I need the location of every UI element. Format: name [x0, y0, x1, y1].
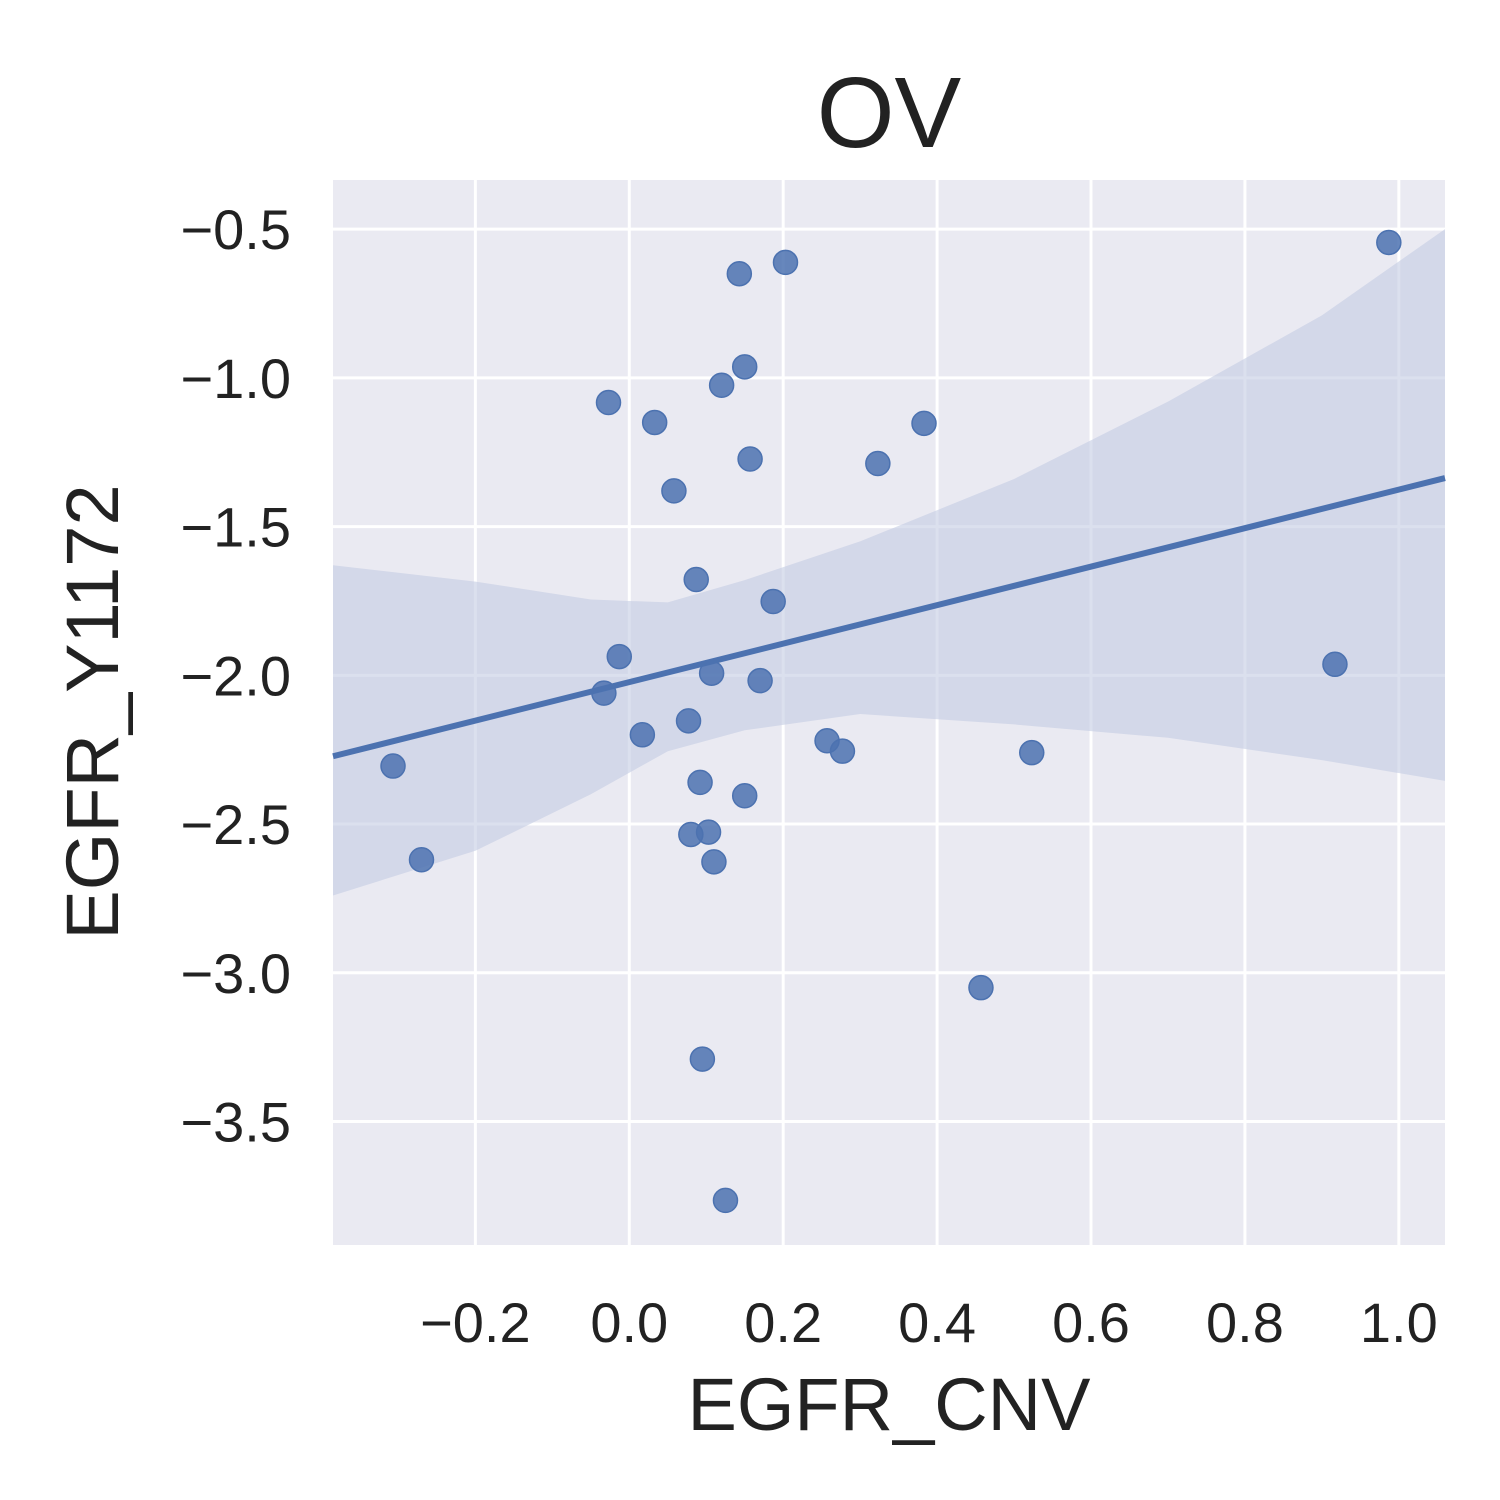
x-tick-label: 0.0 — [590, 1291, 668, 1354]
data-points — [380, 229, 1402, 1214]
data-point — [641, 409, 668, 436]
x-tick-label: 0.6 — [1052, 1291, 1130, 1354]
data-point — [731, 783, 758, 809]
data-point — [1376, 229, 1402, 256]
y-tick-label: −2.0 — [180, 644, 291, 707]
y-axis-label: EGFR_Y1172 — [51, 484, 134, 939]
data-point — [712, 1187, 739, 1214]
y-tick-label: −3.0 — [180, 942, 291, 1005]
data-point — [737, 446, 763, 472]
regression-line — [332, 475, 1446, 760]
data-point — [726, 260, 753, 287]
data-point — [1019, 739, 1045, 766]
x-tick-label: 1.0 — [1360, 1291, 1438, 1354]
data-point — [760, 588, 786, 615]
x-tick-labels: −0.2 0.0 0.2 0.4 0.6 0.8 1.0 — [420, 1291, 1438, 1354]
data-point — [408, 847, 435, 873]
confidence-band — [333, 229, 1445, 896]
data-point — [708, 372, 735, 399]
data-point — [968, 974, 994, 1001]
data-point — [380, 753, 406, 779]
data-point — [829, 738, 856, 764]
data-point — [689, 1046, 716, 1072]
y-tick-label: −2.5 — [180, 793, 291, 856]
data-point — [731, 354, 758, 380]
data-point — [595, 389, 622, 416]
data-point — [678, 821, 704, 848]
data-point — [747, 667, 773, 694]
chart-title: OV — [817, 57, 962, 169]
data-point — [772, 249, 799, 276]
data-point — [911, 410, 937, 437]
y-tick-label: −0.5 — [180, 198, 291, 261]
data-point — [865, 450, 891, 477]
data-point — [591, 680, 617, 706]
data-point — [698, 660, 725, 686]
data-point — [683, 566, 709, 593]
data-point — [687, 769, 713, 796]
x-tick-label: −0.2 — [420, 1291, 531, 1354]
x-tick-label: 0.8 — [1206, 1291, 1284, 1354]
y-tick-labels: −0.5 −1.0 −1.5 −2.0 −2.5 −3.0 −3.5 — [180, 198, 291, 1153]
y-tick-label: −3.5 — [180, 1091, 291, 1154]
x-tick-label: 0.2 — [744, 1291, 822, 1354]
data-point — [1322, 651, 1348, 678]
data-point — [701, 849, 727, 875]
data-point — [675, 708, 702, 734]
y-tick-label: −1.5 — [180, 496, 291, 559]
x-axis-label: EGFR_CNV — [688, 1363, 1092, 1446]
x-tick-label: 0.4 — [898, 1291, 976, 1354]
data-point — [629, 722, 656, 748]
y-tick-label: −1.0 — [180, 347, 291, 410]
data-point — [661, 478, 687, 504]
data-point — [606, 643, 633, 670]
